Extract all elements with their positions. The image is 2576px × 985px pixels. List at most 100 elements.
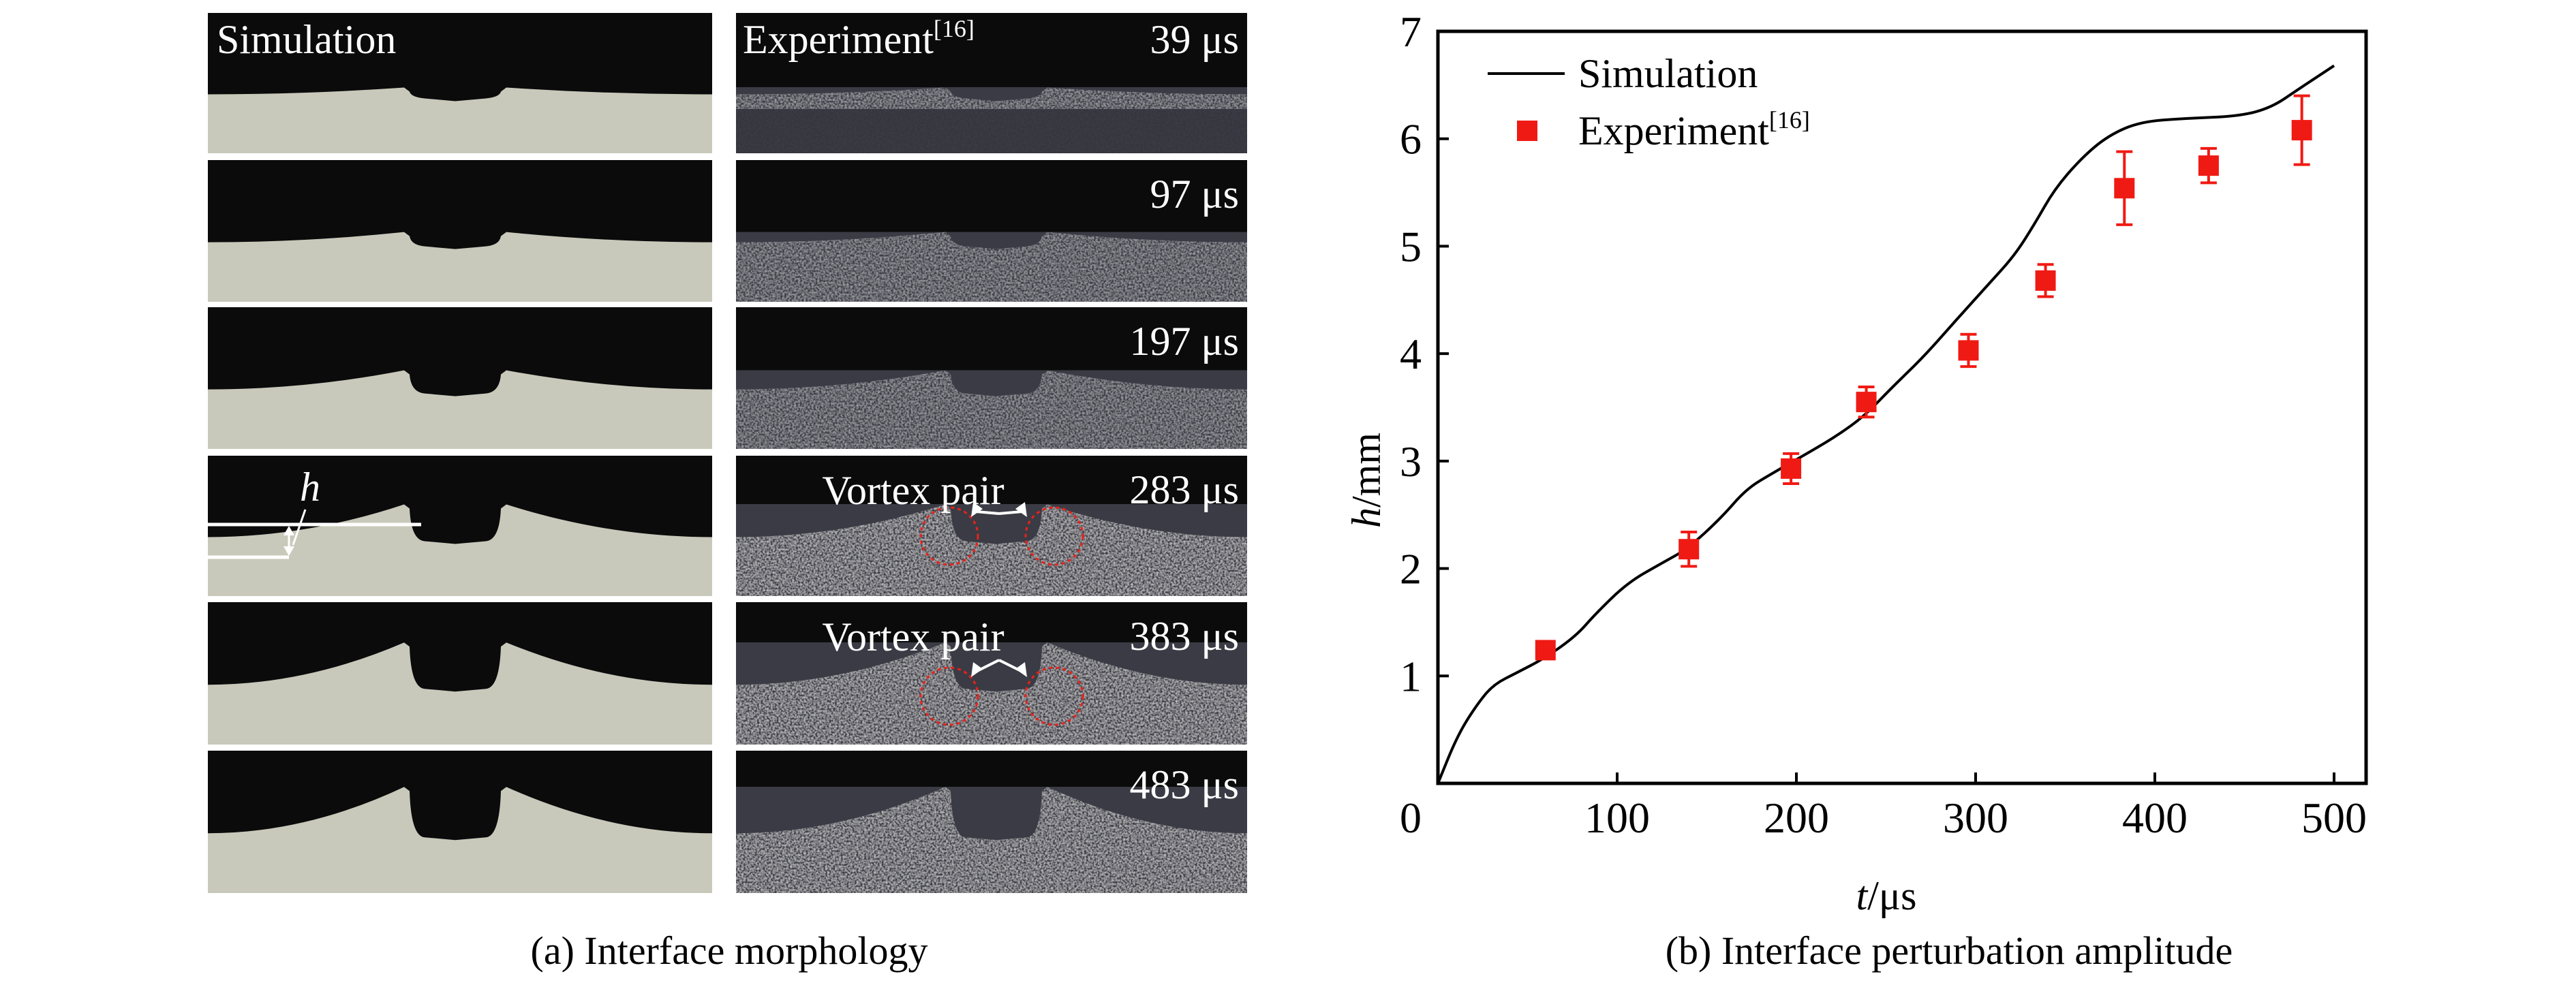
- y-axis-label: h/mm: [1344, 433, 1389, 528]
- caption-b: (b) Interface perturbation amplitude: [1666, 928, 2233, 973]
- experiment-point: [2291, 94, 2312, 166]
- experiment-frame: [736, 160, 1247, 302]
- experiment-marker: [1678, 539, 1700, 560]
- vortex-pair-annotation: Vortex pair: [822, 614, 1084, 726]
- legend-label-simulation: Simulation: [1578, 51, 1758, 96]
- time-label: 39 μs: [1150, 17, 1239, 62]
- vortex-arrow-head-left: [971, 502, 983, 517]
- y-tick-label: 5: [1400, 222, 1422, 270]
- simulation-frame: [208, 160, 712, 302]
- legend-marker-experiment: [1517, 121, 1537, 141]
- experiment-frame: [736, 307, 1247, 449]
- vortex-arrow-head-right: [1015, 662, 1027, 677]
- h-leader-line: [292, 509, 307, 546]
- time-label: 483 μs: [1129, 762, 1239, 807]
- y-tick-label: 7: [1400, 7, 1422, 56]
- h-arrow-head-up: [283, 526, 294, 535]
- vortex-circle: [1024, 666, 1084, 726]
- y-axis-label-unit: /mm: [1344, 433, 1389, 507]
- y-tick-label: 3: [1400, 437, 1422, 486]
- vortex-pair-label: Vortex pair: [822, 614, 1004, 659]
- experiment-frame: [736, 751, 1247, 893]
- experiment-marker: [1535, 640, 1556, 661]
- simulation-frame: [208, 751, 712, 893]
- experiment-marker: [1781, 458, 1802, 479]
- experiment-title-text: Experiment: [743, 17, 934, 62]
- experiment-point: [1678, 530, 1700, 568]
- experiment-point: [1856, 386, 1877, 419]
- vortex-circle: [919, 506, 979, 566]
- experiment-marker: [1958, 340, 1979, 361]
- experiment-frame: [736, 13, 1247, 153]
- x-axis-label-unit: /μs: [1867, 873, 1916, 918]
- vortex-arrow-head-left: [971, 662, 983, 677]
- experiment-interface: [736, 642, 1247, 745]
- experiment-point: [1535, 640, 1556, 661]
- experiment-dark-band: [736, 109, 1247, 153]
- panel-b-chart: 0 100 200 300 400 500 1 2 3 4 5 6 7 h/mm t/μs Simula…: [1344, 7, 2368, 973]
- experiment-title-ref: [16]: [934, 15, 975, 42]
- vortex-circle: [1024, 506, 1084, 566]
- experiment-interface: [736, 370, 1247, 449]
- y-tick-label: 4: [1400, 330, 1422, 378]
- x-tick-label: 300: [1943, 794, 2008, 842]
- experiment-frame: [736, 456, 1247, 596]
- time-label: 197 μs: [1129, 319, 1239, 364]
- panel-a-interface-morphology: Simulation Experiment[16] 39 μs 97 μs 197 …: [208, 13, 1247, 973]
- simulation-interface: [208, 87, 712, 153]
- experiment-point: [1958, 332, 1979, 369]
- simulation-interface: [208, 787, 712, 893]
- experiment-marker: [2198, 155, 2219, 176]
- simulation-title: Simulation: [217, 17, 396, 62]
- experiment-interface: [736, 504, 1247, 596]
- caption-a: (a) Interface morphology: [531, 928, 928, 973]
- h-annotation: h: [208, 465, 421, 559]
- legend-label-experiment-text: Experiment: [1578, 108, 1769, 153]
- experiment-point: [2198, 146, 2219, 185]
- experiment-frame: [736, 602, 1247, 745]
- experiment-point: [2114, 150, 2135, 226]
- vortex-arrow-head-right: [1015, 502, 1027, 517]
- h-label: h: [300, 465, 320, 510]
- experiment-marker: [2291, 120, 2312, 141]
- simulation-interface: [208, 370, 712, 449]
- simulation-frame: [208, 13, 712, 153]
- experiment-interface: [736, 787, 1247, 893]
- experiment-title: Experiment[16]: [743, 15, 975, 62]
- y-tick-label: 6: [1400, 115, 1422, 163]
- experiment-marker: [2114, 178, 2135, 199]
- x-tick-label: 200: [1764, 794, 1829, 842]
- plot-frame: [1436, 29, 2368, 785]
- chart-marks: [1437, 64, 2335, 784]
- vortex-pair-annotation: Vortex pair: [822, 468, 1084, 566]
- x-tick-label: 0: [1400, 794, 1422, 842]
- legend-label-experiment-ref: [16]: [1769, 106, 1810, 134]
- x-tick-label: 500: [2301, 794, 2367, 842]
- experiment-point: [2035, 263, 2056, 298]
- time-label: 97 μs: [1150, 172, 1239, 217]
- y-axis-label-var: h: [1344, 507, 1389, 528]
- vortex-arrow-right: [998, 510, 1023, 515]
- simulation-interface: [208, 232, 712, 302]
- legend: Simulation Experiment[16]: [1488, 51, 1810, 153]
- simulation-interface: [208, 504, 712, 596]
- y-tick-label: 2: [1400, 545, 1422, 593]
- experiment-marker: [2035, 270, 2056, 291]
- vortex-annotations: Vortex pair Vortex pair: [822, 468, 1084, 726]
- experiment-interface: [736, 232, 1247, 302]
- time-label: 283 μs: [1129, 467, 1239, 512]
- vortex-arrow-left: [975, 510, 1000, 515]
- y-tick-label: 1: [1400, 652, 1422, 700]
- simulation-line: [1437, 64, 2335, 784]
- x-tick-label: 100: [1584, 794, 1650, 842]
- experiment-point: [1781, 452, 1802, 485]
- simulation-frame: [208, 602, 712, 745]
- axis-ticks: 0 100 200 300 400 500 1 2 3 4 5 6 7: [1400, 7, 2367, 842]
- x-axis-label: t/μs: [1856, 873, 1917, 918]
- experiment-marker: [1856, 392, 1877, 413]
- h-arrow-head-down: [283, 546, 294, 556]
- legend-label-experiment: Experiment[16]: [1578, 106, 1810, 153]
- simulation-column: [208, 13, 712, 893]
- vortex-circle: [919, 666, 979, 726]
